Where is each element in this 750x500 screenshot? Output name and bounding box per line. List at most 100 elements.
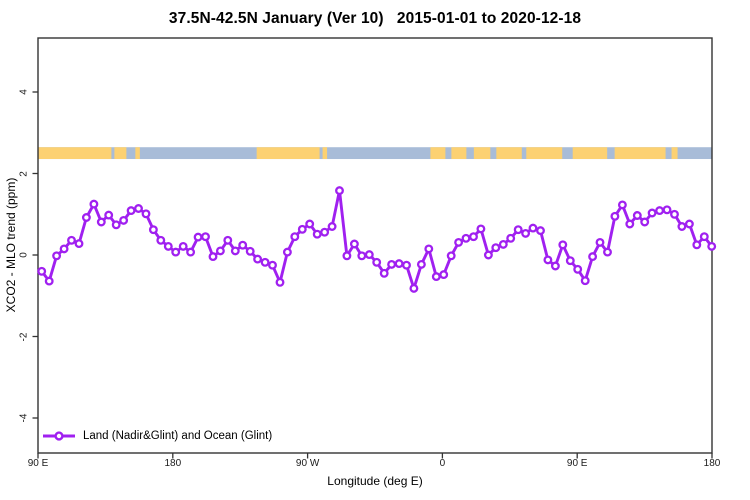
- data-point-marker: [260, 257, 270, 267]
- data-point-marker: [44, 276, 54, 286]
- data-point-marker: [469, 232, 478, 242]
- land-band-segment: [473, 147, 491, 160]
- data-point-marker: [565, 256, 575, 266]
- data-point-marker: [655, 206, 665, 216]
- data-point-marker: [640, 217, 650, 227]
- data-point-marker: [312, 229, 322, 239]
- data-point-marker: [699, 232, 709, 242]
- data-point-marker: [349, 239, 359, 249]
- data-point-marker: [156, 235, 166, 245]
- data-point-marker: [297, 224, 307, 234]
- data-point-marker: [424, 244, 434, 254]
- data-point-marker: [521, 228, 531, 238]
- data-point-marker: [335, 186, 344, 196]
- data-point-marker: [59, 244, 69, 254]
- x-tick-label: 90 E: [566, 458, 588, 469]
- data-point-marker: [476, 224, 486, 234]
- data-point-marker: [483, 250, 493, 260]
- data-point-marker: [305, 219, 315, 229]
- land-band-segment: [256, 147, 320, 160]
- data-point-marker: [134, 204, 143, 213]
- data-point-marker: [595, 237, 605, 247]
- data-point-marker: [617, 200, 627, 210]
- data-point-marker: [230, 246, 240, 256]
- data-point-marker: [543, 255, 553, 265]
- data-point-marker: [677, 222, 687, 231]
- land-band-segment: [135, 147, 140, 160]
- data-point-marker: [215, 246, 225, 256]
- data-point-marker: [208, 252, 218, 262]
- data-point-marker: [74, 239, 84, 249]
- data-point-marker: [603, 247, 612, 257]
- data-point-marker: [89, 199, 99, 209]
- x-tick-label: 90 E: [27, 458, 49, 469]
- ocean-band: [38, 147, 712, 160]
- land-band-segment: [496, 147, 522, 160]
- data-point-marker: [506, 233, 516, 243]
- data-point-marker: [402, 260, 411, 270]
- data-point-marker: [498, 239, 508, 249]
- data-point-marker: [342, 251, 352, 261]
- data-point-marker: [111, 220, 121, 230]
- data-point-marker: [290, 232, 300, 242]
- x-tick-label: 0: [439, 458, 446, 469]
- land-band-segment: [38, 147, 112, 160]
- data-point-marker: [96, 217, 106, 227]
- data-point-marker: [372, 257, 382, 267]
- data-point-marker: [37, 266, 47, 276]
- land-band-segment: [526, 147, 563, 160]
- data-point-marker: [178, 241, 188, 251]
- data-point-marker: [126, 206, 136, 216]
- data-point-marker: [573, 264, 583, 274]
- data-point-marker: [320, 227, 330, 237]
- legend-marker-icon: [43, 431, 75, 441]
- data-point-marker: [245, 246, 255, 256]
- data-point-marker: [253, 254, 263, 264]
- data-point-marker: [431, 272, 441, 282]
- data-point-marker: [528, 223, 538, 233]
- y-tick-label: 2: [18, 170, 30, 177]
- data-point-marker: [104, 210, 114, 220]
- data-point-marker: [201, 232, 210, 242]
- data-point-marker: [610, 211, 620, 221]
- data-point-marker: [223, 235, 233, 245]
- y-tick-label: -2: [18, 332, 30, 341]
- data-point-marker: [238, 240, 248, 250]
- land-band-segment: [451, 147, 467, 160]
- land-band-segment: [671, 147, 678, 160]
- data-point-marker: [632, 211, 642, 220]
- land-band-segment: [114, 147, 127, 160]
- data-point-marker: [588, 252, 598, 262]
- data-point-marker: [580, 276, 590, 286]
- data-point-marker: [379, 268, 389, 278]
- data-point-marker: [141, 209, 151, 219]
- data-point-marker: [536, 226, 545, 236]
- data-point-marker: [454, 237, 464, 247]
- land-band-segment: [572, 147, 608, 160]
- data-point-marker: [275, 277, 285, 287]
- data-point-marker: [625, 219, 635, 229]
- data-point-marker: [446, 251, 456, 261]
- x-tick-label: 180: [164, 458, 182, 469]
- data-point-marker: [171, 247, 181, 257]
- data-point-marker: [282, 247, 292, 257]
- chart-title: 37.5N-42.5N January (Ver 10) 2015-01-01 …: [168, 10, 582, 27]
- land-band-segment: [322, 147, 328, 160]
- data-point-marker: [491, 243, 501, 253]
- data-point-marker: [148, 225, 158, 235]
- plot-border: [37, 37, 713, 454]
- land-band-segment: [614, 147, 666, 160]
- data-point-marker: [364, 250, 374, 260]
- y-tick-label: -4: [18, 413, 30, 423]
- legend-label: Land (Nadir&Glint) and Ocean (Glint): [83, 430, 273, 442]
- data-point-marker: [119, 215, 129, 225]
- data-point-marker: [357, 251, 367, 261]
- series-line: [40, 189, 714, 290]
- y-tick-label: 4: [18, 89, 30, 95]
- data-point-marker: [461, 233, 471, 243]
- data-point-marker: [186, 247, 196, 257]
- data-point-marker: [67, 235, 76, 245]
- x-tick-label: 90 W: [295, 458, 320, 469]
